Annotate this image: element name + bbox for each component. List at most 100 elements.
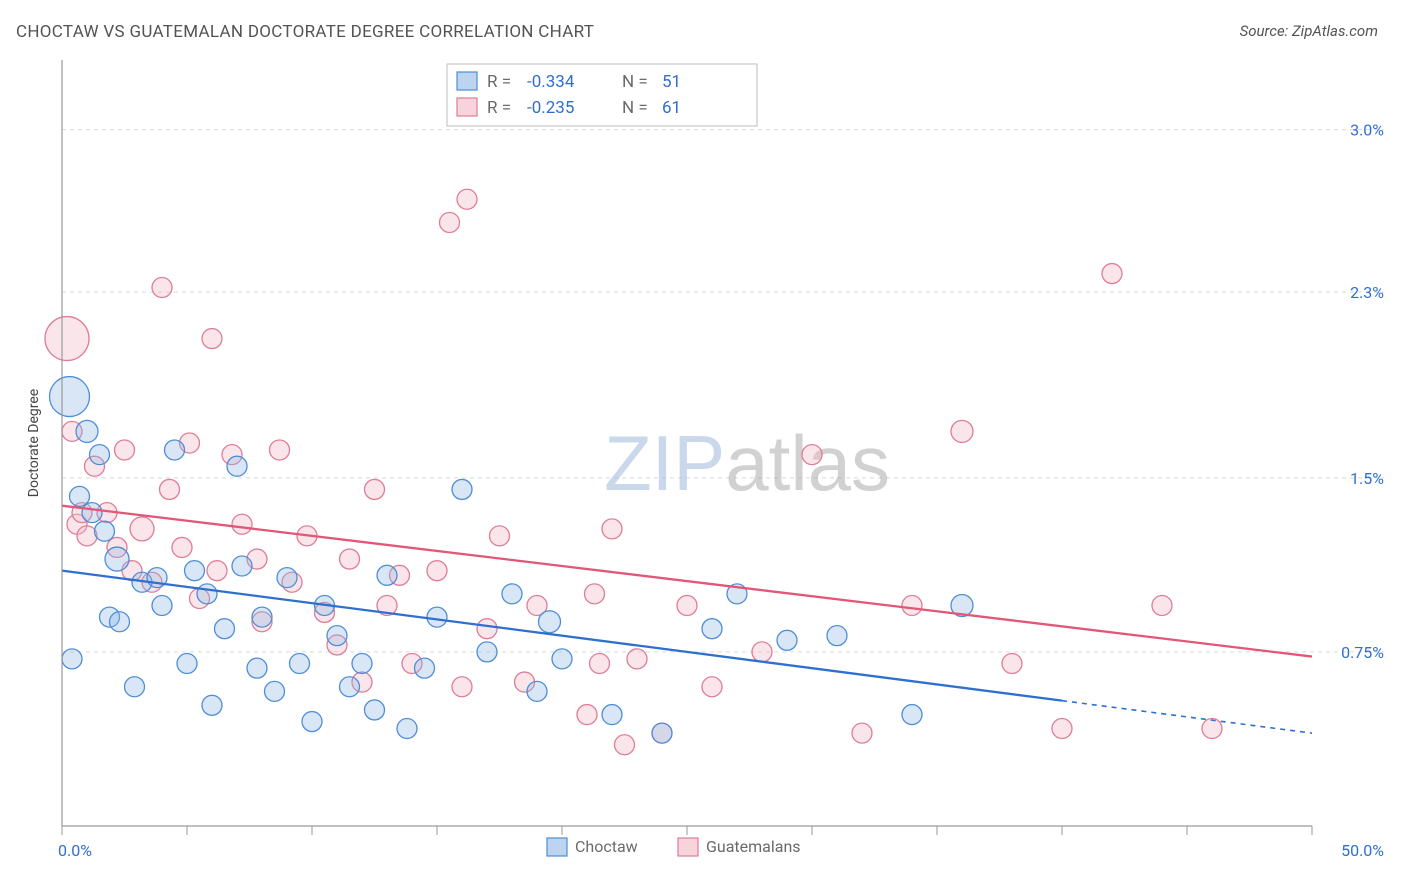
data-point (1002, 654, 1022, 674)
data-point (577, 705, 597, 725)
data-point (627, 649, 647, 669)
legend-n-value: 51 (662, 72, 681, 92)
data-point (82, 503, 102, 523)
data-point (50, 377, 90, 417)
data-point (340, 549, 360, 569)
data-point (172, 537, 192, 557)
legend-r-value: -0.334 (527, 72, 575, 92)
data-point (652, 723, 672, 743)
correlation-scatter-chart: ZIPatlas 0.75% 1.5% 2.3% 3.0% 0.0% 50.0% Doctor… (16, 54, 1390, 864)
data-point (852, 723, 872, 743)
data-point (70, 486, 90, 506)
data-point (457, 189, 477, 209)
data-point (62, 649, 82, 669)
data-point (377, 565, 397, 585)
data-point (207, 561, 227, 581)
data-point (152, 277, 172, 297)
data-point (90, 445, 110, 465)
data-point (1152, 595, 1172, 615)
data-point (590, 654, 610, 674)
data-point (1102, 264, 1122, 284)
y-tick-label: 0.75% (1341, 643, 1384, 662)
data-point (902, 705, 922, 725)
y-axis-label: Doctorate Degree (26, 389, 42, 497)
data-point (702, 619, 722, 639)
trend-line (62, 571, 1062, 701)
data-point (165, 440, 185, 460)
data-point (427, 607, 447, 627)
series-legend-label: Guatemalans (706, 837, 801, 856)
data-point (440, 212, 460, 232)
y-tick-label: 3.0% (1350, 121, 1384, 140)
data-point (160, 479, 180, 499)
data-point (202, 329, 222, 349)
legend-n-label: N = (622, 72, 648, 92)
data-point (232, 514, 252, 534)
legend-swatch (457, 98, 477, 116)
data-point (95, 521, 115, 541)
data-point (177, 654, 197, 674)
data-point (302, 712, 322, 732)
data-point (677, 595, 697, 615)
x-min-label: 0.0% (58, 841, 92, 860)
data-point (490, 526, 510, 546)
data-point (452, 677, 472, 697)
data-point (527, 681, 547, 701)
data-point (340, 677, 360, 697)
data-point (552, 649, 572, 669)
data-point (602, 519, 622, 539)
legend-n-value: 61 (662, 98, 681, 118)
data-point (45, 317, 89, 361)
data-point (827, 626, 847, 646)
data-point (397, 719, 417, 739)
chart-container: ZIPatlas 0.75% 1.5% 2.3% 3.0% 0.0% 50.0% Doctor… (16, 54, 1390, 864)
data-point (277, 568, 297, 588)
legend-swatch (547, 838, 567, 856)
legend-r-value: -0.235 (527, 98, 574, 118)
data-point (452, 479, 472, 499)
data-point (77, 526, 97, 546)
data-point (1052, 719, 1072, 739)
data-point (125, 677, 145, 697)
data-point (415, 658, 435, 678)
source-label: Source: ZipAtlas.com (1240, 22, 1378, 40)
data-point (265, 681, 285, 701)
data-point (252, 607, 272, 627)
data-point (951, 420, 973, 442)
data-point (290, 654, 310, 674)
data-point (115, 440, 135, 460)
data-point (752, 642, 772, 662)
data-point (105, 547, 129, 571)
data-point (477, 619, 497, 639)
x-max-label: 50.0% (1341, 841, 1384, 860)
series-legend-label: Choctaw (575, 837, 638, 856)
data-point (130, 517, 154, 541)
legend-swatch (678, 838, 698, 856)
data-point (615, 735, 635, 755)
data-point (585, 584, 605, 604)
data-point (232, 556, 252, 576)
data-point (365, 479, 385, 499)
legend-n-label: N = (622, 98, 648, 118)
data-point (427, 561, 447, 581)
data-point (215, 619, 235, 639)
y-tick-label: 2.3% (1350, 283, 1384, 302)
data-point (110, 612, 130, 632)
data-point (902, 595, 922, 615)
data-point (185, 561, 205, 581)
data-point (227, 456, 247, 476)
data-point (477, 642, 497, 662)
trend-line-dashed (1062, 701, 1312, 733)
watermark: ZIPatlas (604, 419, 890, 507)
data-point (1202, 719, 1222, 739)
data-point (539, 611, 561, 633)
data-point (197, 584, 217, 604)
y-tick-label: 1.5% (1350, 469, 1384, 488)
data-point (777, 630, 797, 650)
trend-line (62, 506, 1312, 657)
data-point (247, 658, 267, 678)
legend-r-label: R = (487, 72, 511, 92)
chart-title: CHOCTAW VS GUATEMALAN DOCTORATE DEGREE C… (16, 22, 594, 42)
data-point (152, 595, 172, 615)
data-point (270, 440, 290, 460)
